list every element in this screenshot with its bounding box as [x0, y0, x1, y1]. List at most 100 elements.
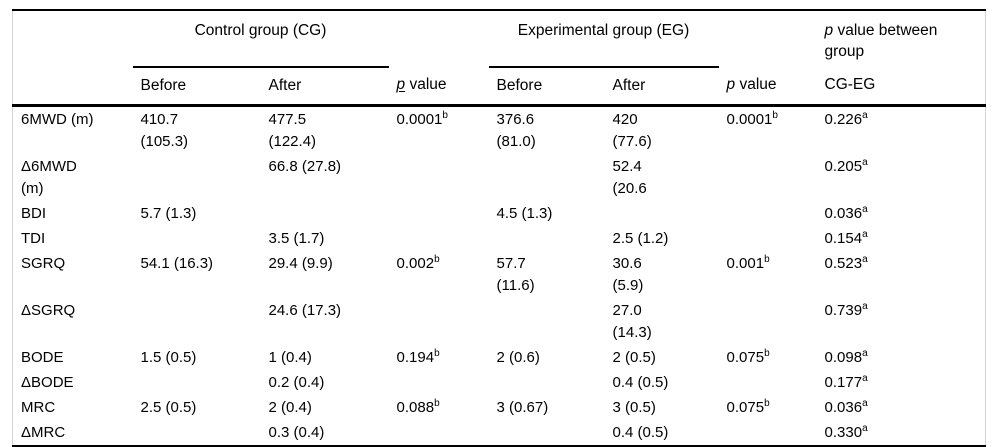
- cell-cg-eg-p-value: 0.330a: [817, 420, 986, 446]
- superscript-a: a: [862, 157, 868, 168]
- cell-eg-before: 3 (0.67): [496, 399, 549, 416]
- empty-header-cell: [719, 10, 817, 67]
- p-value: 0.0001: [726, 111, 773, 128]
- cell-eg-before: [489, 154, 605, 201]
- superscript-b: b: [434, 398, 440, 409]
- row-label: ΔBODE: [21, 374, 74, 391]
- cell-cg-p-value: 0.002b: [389, 251, 489, 298]
- cell-eg-p-value: [719, 370, 817, 395]
- cell-eg-p-value: 0.0001b: [719, 106, 817, 155]
- cell-cg-after: 66.8 (27.8): [268, 158, 342, 175]
- p-value: 0.205: [824, 158, 863, 175]
- cell-cg-before: [133, 298, 261, 345]
- p-value: 0.0001: [396, 111, 443, 128]
- cell-cg-p-value: [389, 201, 489, 226]
- cell-eg-after: 420 (77.6): [612, 111, 652, 150]
- results-table: Control group (CG) Experimental group (E…: [12, 9, 987, 447]
- superscript-b: b: [772, 110, 778, 121]
- cell-eg-before: [489, 420, 605, 446]
- eg-group-header: Experimental group (EG): [488, 10, 719, 68]
- cell-cg-after: 0.2 (0.4): [268, 374, 325, 391]
- empty-corner-cell: [13, 10, 133, 67]
- cell-eg-after: 52.4 (20.6: [612, 158, 647, 197]
- cell-eg-before: [489, 298, 605, 345]
- cell-eg-before: 376.6 (81.0): [496, 111, 536, 150]
- superscript-a: a: [862, 204, 868, 215]
- between-group-header-text: value between group: [824, 22, 938, 60]
- p-value: 0.330: [824, 424, 863, 441]
- p-value: 0.036: [824, 399, 863, 416]
- cell-cg-before: [133, 370, 261, 395]
- cell-eg-after: 0.4 (0.5): [612, 374, 669, 391]
- empty-subheader-cell: [12, 67, 133, 107]
- table-body: 6MWD (m) 410.7 (105.3) 477.5 (122.4) 0.0…: [13, 106, 986, 447]
- cell-eg-p-value: [719, 226, 817, 251]
- table-row: 6MWD (m) 410.7 (105.3) 477.5 (122.4) 0.0…: [13, 106, 986, 155]
- cell-eg-p-value: 0.001b: [719, 251, 817, 298]
- row-label: SGRQ: [21, 255, 66, 272]
- results-table-container: Control group (CG) Experimental group (E…: [12, 9, 987, 447]
- row-label: 6MWD (m): [21, 111, 94, 128]
- cell-eg-p-value: [719, 420, 817, 446]
- p-value: 0.001: [726, 255, 765, 272]
- cell-eg-p-value: 0.075b: [719, 395, 817, 420]
- superscript-b: b: [434, 348, 440, 359]
- cell-cg-after: 3.5 (1.7): [268, 230, 325, 247]
- cg-group-header: Control group (CG): [132, 10, 389, 68]
- cg-p-value-header-text: value: [405, 76, 447, 93]
- cg-after-header: After: [260, 67, 389, 107]
- cell-cg-eg-p-value: 0.154a: [817, 226, 986, 251]
- cell-cg-p-value: [389, 370, 489, 395]
- cell-cg-before: 54.1 (16.3): [140, 255, 214, 272]
- cell-eg-p-value: [719, 298, 817, 345]
- cell-cg-p-value: [389, 298, 489, 345]
- p-value: 0.739: [824, 302, 863, 319]
- superscript-a: a: [862, 110, 868, 121]
- cell-cg-eg-p-value: 0.036a: [817, 201, 986, 226]
- p-value: 0.088: [396, 399, 435, 416]
- row-label: Δ6MWD (m): [21, 158, 77, 197]
- table-row: BODE 1.5 (0.5) 1 (0.4) 0.194b 2 (0.6) 2 …: [13, 345, 986, 370]
- superscript-b: b: [764, 348, 770, 359]
- p-value: 0.523: [824, 255, 863, 272]
- empty-header-cell: [389, 10, 489, 67]
- cell-eg-after: 2 (0.5): [612, 349, 656, 366]
- row-label: ΔSGRQ: [21, 302, 76, 319]
- table-row: TDI 3.5 (1.7) 2.5 (1.2) 0.154a: [13, 226, 986, 251]
- cell-cg-after: 24.6 (17.3): [268, 302, 342, 319]
- cell-eg-after: 2.5 (1.2): [612, 230, 669, 247]
- cell-eg-before: [489, 370, 605, 395]
- cell-cg-eg-p-value: 0.177a: [817, 370, 986, 395]
- cell-eg-after: 27.0 (14.3): [612, 302, 652, 341]
- cell-cg-p-value: [389, 420, 489, 446]
- superscript-a: a: [862, 398, 868, 409]
- row-label: ΔMRC: [21, 424, 66, 441]
- p-italic-underlined: p: [396, 76, 406, 93]
- row-label: TDI: [21, 230, 46, 247]
- cell-cg-eg-p-value: 0.739a: [817, 298, 986, 345]
- table-row: ΔBODE 0.2 (0.4) 0.4 (0.5) 0.177a: [13, 370, 986, 395]
- p-value: 0.036: [824, 205, 863, 222]
- table-row: ΔMRC 0.3 (0.4) 0.4 (0.5) 0.330a: [13, 420, 986, 446]
- p-italic: p: [824, 22, 834, 39]
- cell-cg-before: 2.5 (0.5): [140, 399, 197, 416]
- superscript-a: a: [862, 348, 868, 359]
- cell-cg-before: 410.7 (105.3): [140, 111, 189, 150]
- superscript-b: b: [764, 254, 770, 265]
- table-row: BDI 5.7 (1.3) 4.5 (1.3) 0.036a: [13, 201, 986, 226]
- cell-eg-after: 0.4 (0.5): [612, 424, 669, 441]
- cell-eg-p-value: [719, 154, 817, 201]
- row-label: BODE: [21, 349, 64, 366]
- cell-cg-after: 0.3 (0.4): [268, 424, 325, 441]
- between-group-header: p value between group: [817, 10, 986, 67]
- p-value: 0.177: [824, 374, 863, 391]
- p-value: 0.002: [396, 255, 435, 272]
- cell-cg-eg-p-value: 0.226a: [817, 106, 986, 155]
- cell-cg-eg-p-value: 0.205a: [817, 154, 986, 201]
- cell-eg-before: 2 (0.6): [496, 349, 540, 366]
- cell-cg-after: 477.5 (122.4): [268, 111, 317, 150]
- superscript-a: a: [862, 301, 868, 312]
- table-row: MRC 2.5 (0.5) 2 (0.4) 0.088b 3 (0.67) 3 …: [13, 395, 986, 420]
- cell-eg-after: 3 (0.5): [612, 399, 656, 416]
- cell-cg-p-value: [389, 226, 489, 251]
